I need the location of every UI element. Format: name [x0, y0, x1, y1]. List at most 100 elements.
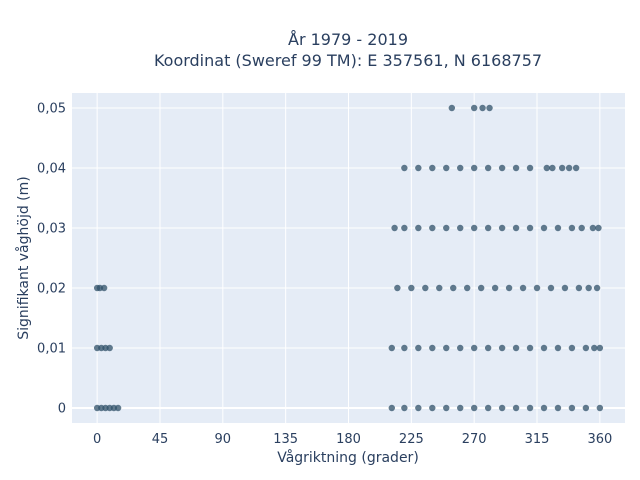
- data-point: [429, 404, 436, 412]
- data-point: [401, 344, 408, 352]
- data-point: [470, 164, 478, 172]
- data-point: [589, 224, 597, 232]
- data-point: [498, 344, 506, 352]
- data-point: [457, 404, 464, 412]
- x-tick-label: 0: [93, 432, 101, 447]
- data-point: [526, 404, 534, 412]
- x-tick-label: 180: [336, 432, 361, 447]
- data-point: [526, 164, 534, 172]
- data-point: [479, 104, 486, 112]
- data-point: [457, 344, 464, 352]
- data-point: [477, 284, 485, 292]
- data-point: [394, 284, 401, 292]
- y-tick-label: 0,02: [37, 282, 66, 297]
- data-point: [547, 284, 555, 292]
- y-tick-labels: 0 0,01 0,02 0,03 0,04 0,05: [37, 102, 66, 417]
- data-point: [498, 164, 506, 172]
- data-point: [470, 404, 478, 412]
- data-point: [443, 224, 450, 232]
- x-tick-labels: 0 45 90 135 180 225 270 315 360: [93, 432, 612, 447]
- data-point: [526, 344, 534, 352]
- data-point: [470, 224, 478, 232]
- data-point: [401, 224, 408, 232]
- data-point: [568, 344, 576, 352]
- data-point: [568, 224, 576, 232]
- x-tick-label: 90: [215, 432, 232, 447]
- data-point: [505, 284, 513, 292]
- data-point: [388, 404, 395, 412]
- data-point: [429, 164, 436, 172]
- data-point: [408, 284, 415, 292]
- x-tick-label: 225: [399, 432, 424, 447]
- data-point: [415, 224, 422, 232]
- data-point: [436, 284, 443, 292]
- data-point: [578, 224, 585, 232]
- data-point: [572, 164, 580, 172]
- data-point: [415, 164, 422, 172]
- data-point: [422, 284, 429, 292]
- y-axis-title: Signifikant våghöjd (m): [15, 176, 32, 339]
- data-point: [100, 284, 108, 292]
- data-point: [457, 164, 464, 172]
- data-point: [519, 284, 527, 292]
- data-point: [558, 164, 566, 172]
- data-point: [575, 284, 583, 292]
- data-point: [512, 164, 520, 172]
- data-point: [470, 344, 478, 352]
- data-point: [582, 344, 590, 352]
- data-point: [565, 164, 573, 172]
- data-point: [582, 404, 590, 412]
- data-point: [554, 404, 562, 412]
- chart-title-line-1: År 1979 - 2019: [288, 30, 408, 49]
- y-tick-label: 0,03: [37, 222, 66, 237]
- data-point: [443, 404, 450, 412]
- x-tick-label: 360: [587, 432, 612, 447]
- data-point: [443, 344, 450, 352]
- data-point: [484, 344, 492, 352]
- data-point: [443, 164, 450, 172]
- data-point: [498, 404, 506, 412]
- data-point: [498, 224, 506, 232]
- data-point: [463, 284, 471, 292]
- data-point: [429, 344, 436, 352]
- data-point: [415, 344, 422, 352]
- data-point: [512, 404, 520, 412]
- data-point: [486, 104, 493, 112]
- data-point: [391, 224, 398, 232]
- data-point: [540, 344, 548, 352]
- data-point: [448, 104, 456, 112]
- data-point: [512, 224, 520, 232]
- data-point: [596, 404, 604, 412]
- y-tick-label: 0,01: [37, 342, 66, 357]
- y-tick-label: 0: [58, 402, 66, 417]
- x-axis-title: Vågriktning (grader): [277, 449, 419, 466]
- data-point: [554, 344, 562, 352]
- data-point: [596, 344, 604, 352]
- data-point: [595, 224, 602, 232]
- y-tick-label: 0,04: [37, 162, 66, 177]
- data-point: [484, 224, 492, 232]
- data-point: [484, 164, 492, 172]
- data-point: [429, 224, 436, 232]
- data-point: [512, 344, 520, 352]
- data-point: [114, 404, 122, 412]
- data-point: [561, 284, 569, 292]
- data-point: [533, 284, 541, 292]
- data-point: [568, 404, 576, 412]
- data-point: [401, 164, 408, 172]
- x-tick-label: 135: [273, 432, 298, 447]
- data-point: [526, 224, 534, 232]
- chart-title-line-2: Koordinat (Sweref 99 TM): E 357561, N 61…: [154, 51, 542, 70]
- data-point: [450, 284, 457, 292]
- data-point: [585, 284, 592, 292]
- data-points: [93, 104, 604, 412]
- data-point: [543, 164, 550, 172]
- data-point: [549, 164, 556, 172]
- data-point: [401, 404, 408, 412]
- data-point: [540, 224, 548, 232]
- x-tick-label: 45: [152, 432, 169, 447]
- data-point: [554, 224, 562, 232]
- data-point: [484, 404, 492, 412]
- data-point: [591, 344, 598, 352]
